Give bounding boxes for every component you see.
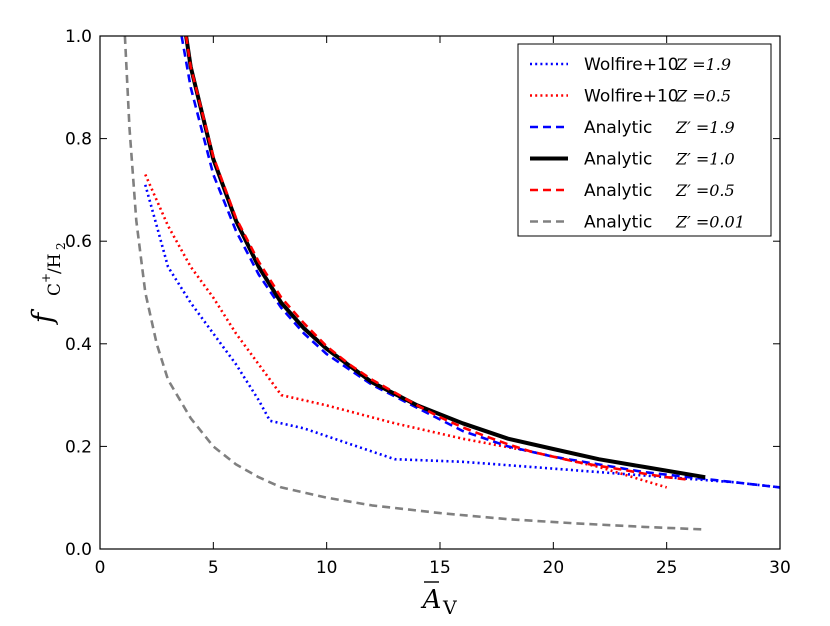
x-tick-label: 0 bbox=[95, 558, 106, 578]
series-line-6 bbox=[123, 35, 706, 531]
legend-param-5: Z′ =0.5 bbox=[675, 181, 735, 200]
legend-label-1: Wolfire+10 bbox=[584, 55, 679, 75]
x-tick-label: 15 bbox=[429, 558, 451, 578]
y-axis-label: f C + /H 2 bbox=[26, 242, 68, 325]
y-tick-label: 0.0 bbox=[65, 540, 92, 560]
legend-param-1: Z =1.9 bbox=[675, 55, 731, 74]
svg-text:/H: /H bbox=[45, 253, 65, 274]
svg-text:C: C bbox=[45, 283, 65, 296]
x-tick-label: 25 bbox=[656, 558, 678, 578]
x-tick-label: 10 bbox=[316, 558, 338, 578]
series-line-3 bbox=[180, 35, 780, 489]
svg-text:A: A bbox=[421, 585, 442, 615]
legend-label-6: Analytic bbox=[584, 213, 652, 233]
y-tick-label: 0.4 bbox=[65, 335, 92, 355]
svg-text:V: V bbox=[442, 597, 457, 619]
legend-param-3: Z′ =1.9 bbox=[675, 118, 735, 137]
svg-text:2: 2 bbox=[54, 242, 68, 250]
legend-label-3: Analytic bbox=[584, 118, 652, 138]
legend-label-2: Wolfire+10 bbox=[584, 87, 679, 107]
legend-param-4: Z′ =1.0 bbox=[675, 150, 735, 169]
svg-text:+: + bbox=[39, 273, 53, 283]
legend-param-2: Z =0.5 bbox=[675, 87, 731, 106]
series-layer bbox=[123, 35, 780, 531]
svg-text:f: f bbox=[26, 308, 59, 325]
y-tick-label: 0.2 bbox=[65, 437, 92, 457]
legend-label-4: Analytic bbox=[584, 150, 652, 170]
y-tick-label: 0.8 bbox=[65, 130, 92, 150]
legend-label-5: Analytic bbox=[584, 181, 652, 201]
ticks-layer: 0 5 10 15 20 25 30 0.0 0.2 0.4 0.6 0.8 1.0 bbox=[65, 27, 791, 578]
y-tick-label: 1.0 bbox=[65, 27, 92, 47]
legend-box bbox=[517, 43, 772, 237]
x-tick-label: 30 bbox=[769, 558, 791, 578]
series-line-2 bbox=[144, 173, 668, 489]
series-line-5 bbox=[184, 35, 690, 481]
legend-param-6: Z′ =0.01 bbox=[675, 213, 745, 232]
x-tick-label: 20 bbox=[543, 558, 565, 578]
x-axis-label: A V bbox=[421, 581, 457, 619]
y-tick-label: 0.6 bbox=[65, 232, 92, 252]
x-tick-label: 5 bbox=[208, 558, 219, 578]
